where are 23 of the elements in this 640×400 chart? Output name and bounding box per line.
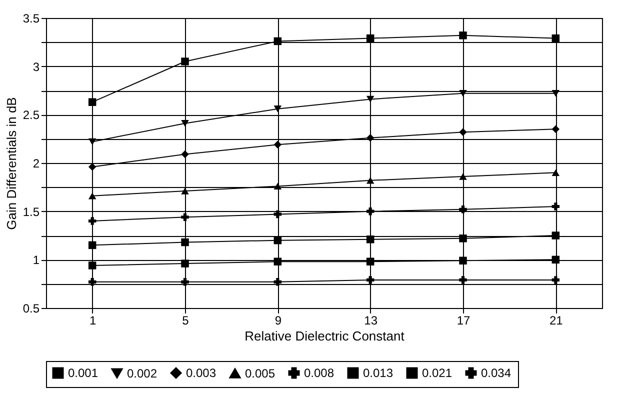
y-tick-label: 1.5 xyxy=(22,204,40,219)
x-tick-label: 5 xyxy=(182,314,190,328)
x-tick-label: 17 xyxy=(456,314,470,328)
x-tick-label: 1 xyxy=(89,314,96,328)
y-tick-label: 3.5 xyxy=(22,12,40,26)
legend-label: 0.001 xyxy=(68,366,98,380)
legend-label: 0.002 xyxy=(127,366,158,380)
x-tick-label: 9 xyxy=(274,314,282,328)
legend-label: 0.008 xyxy=(304,366,334,380)
y-tick-label: 0.5 xyxy=(22,302,40,316)
legend-label: 0.005 xyxy=(245,366,276,380)
legend-label: 0.003 xyxy=(186,366,216,380)
y-tick-label: 3 xyxy=(32,60,40,74)
legend-label: 0.034 xyxy=(481,366,512,380)
x-axis-title: Relative Dielectric Constant xyxy=(244,328,405,344)
y-tick-label: 2.5 xyxy=(22,108,40,122)
y-tick-label: 2 xyxy=(32,156,40,170)
legend-label: 0.013 xyxy=(363,366,394,380)
x-tick-label: 21 xyxy=(549,314,564,328)
y-tick-label: 1 xyxy=(32,253,40,268)
y-axis-title: Gain Differentials in dB xyxy=(4,97,19,230)
legend-label: 0.021 xyxy=(422,366,452,380)
x-tick-label: 13 xyxy=(364,314,378,328)
